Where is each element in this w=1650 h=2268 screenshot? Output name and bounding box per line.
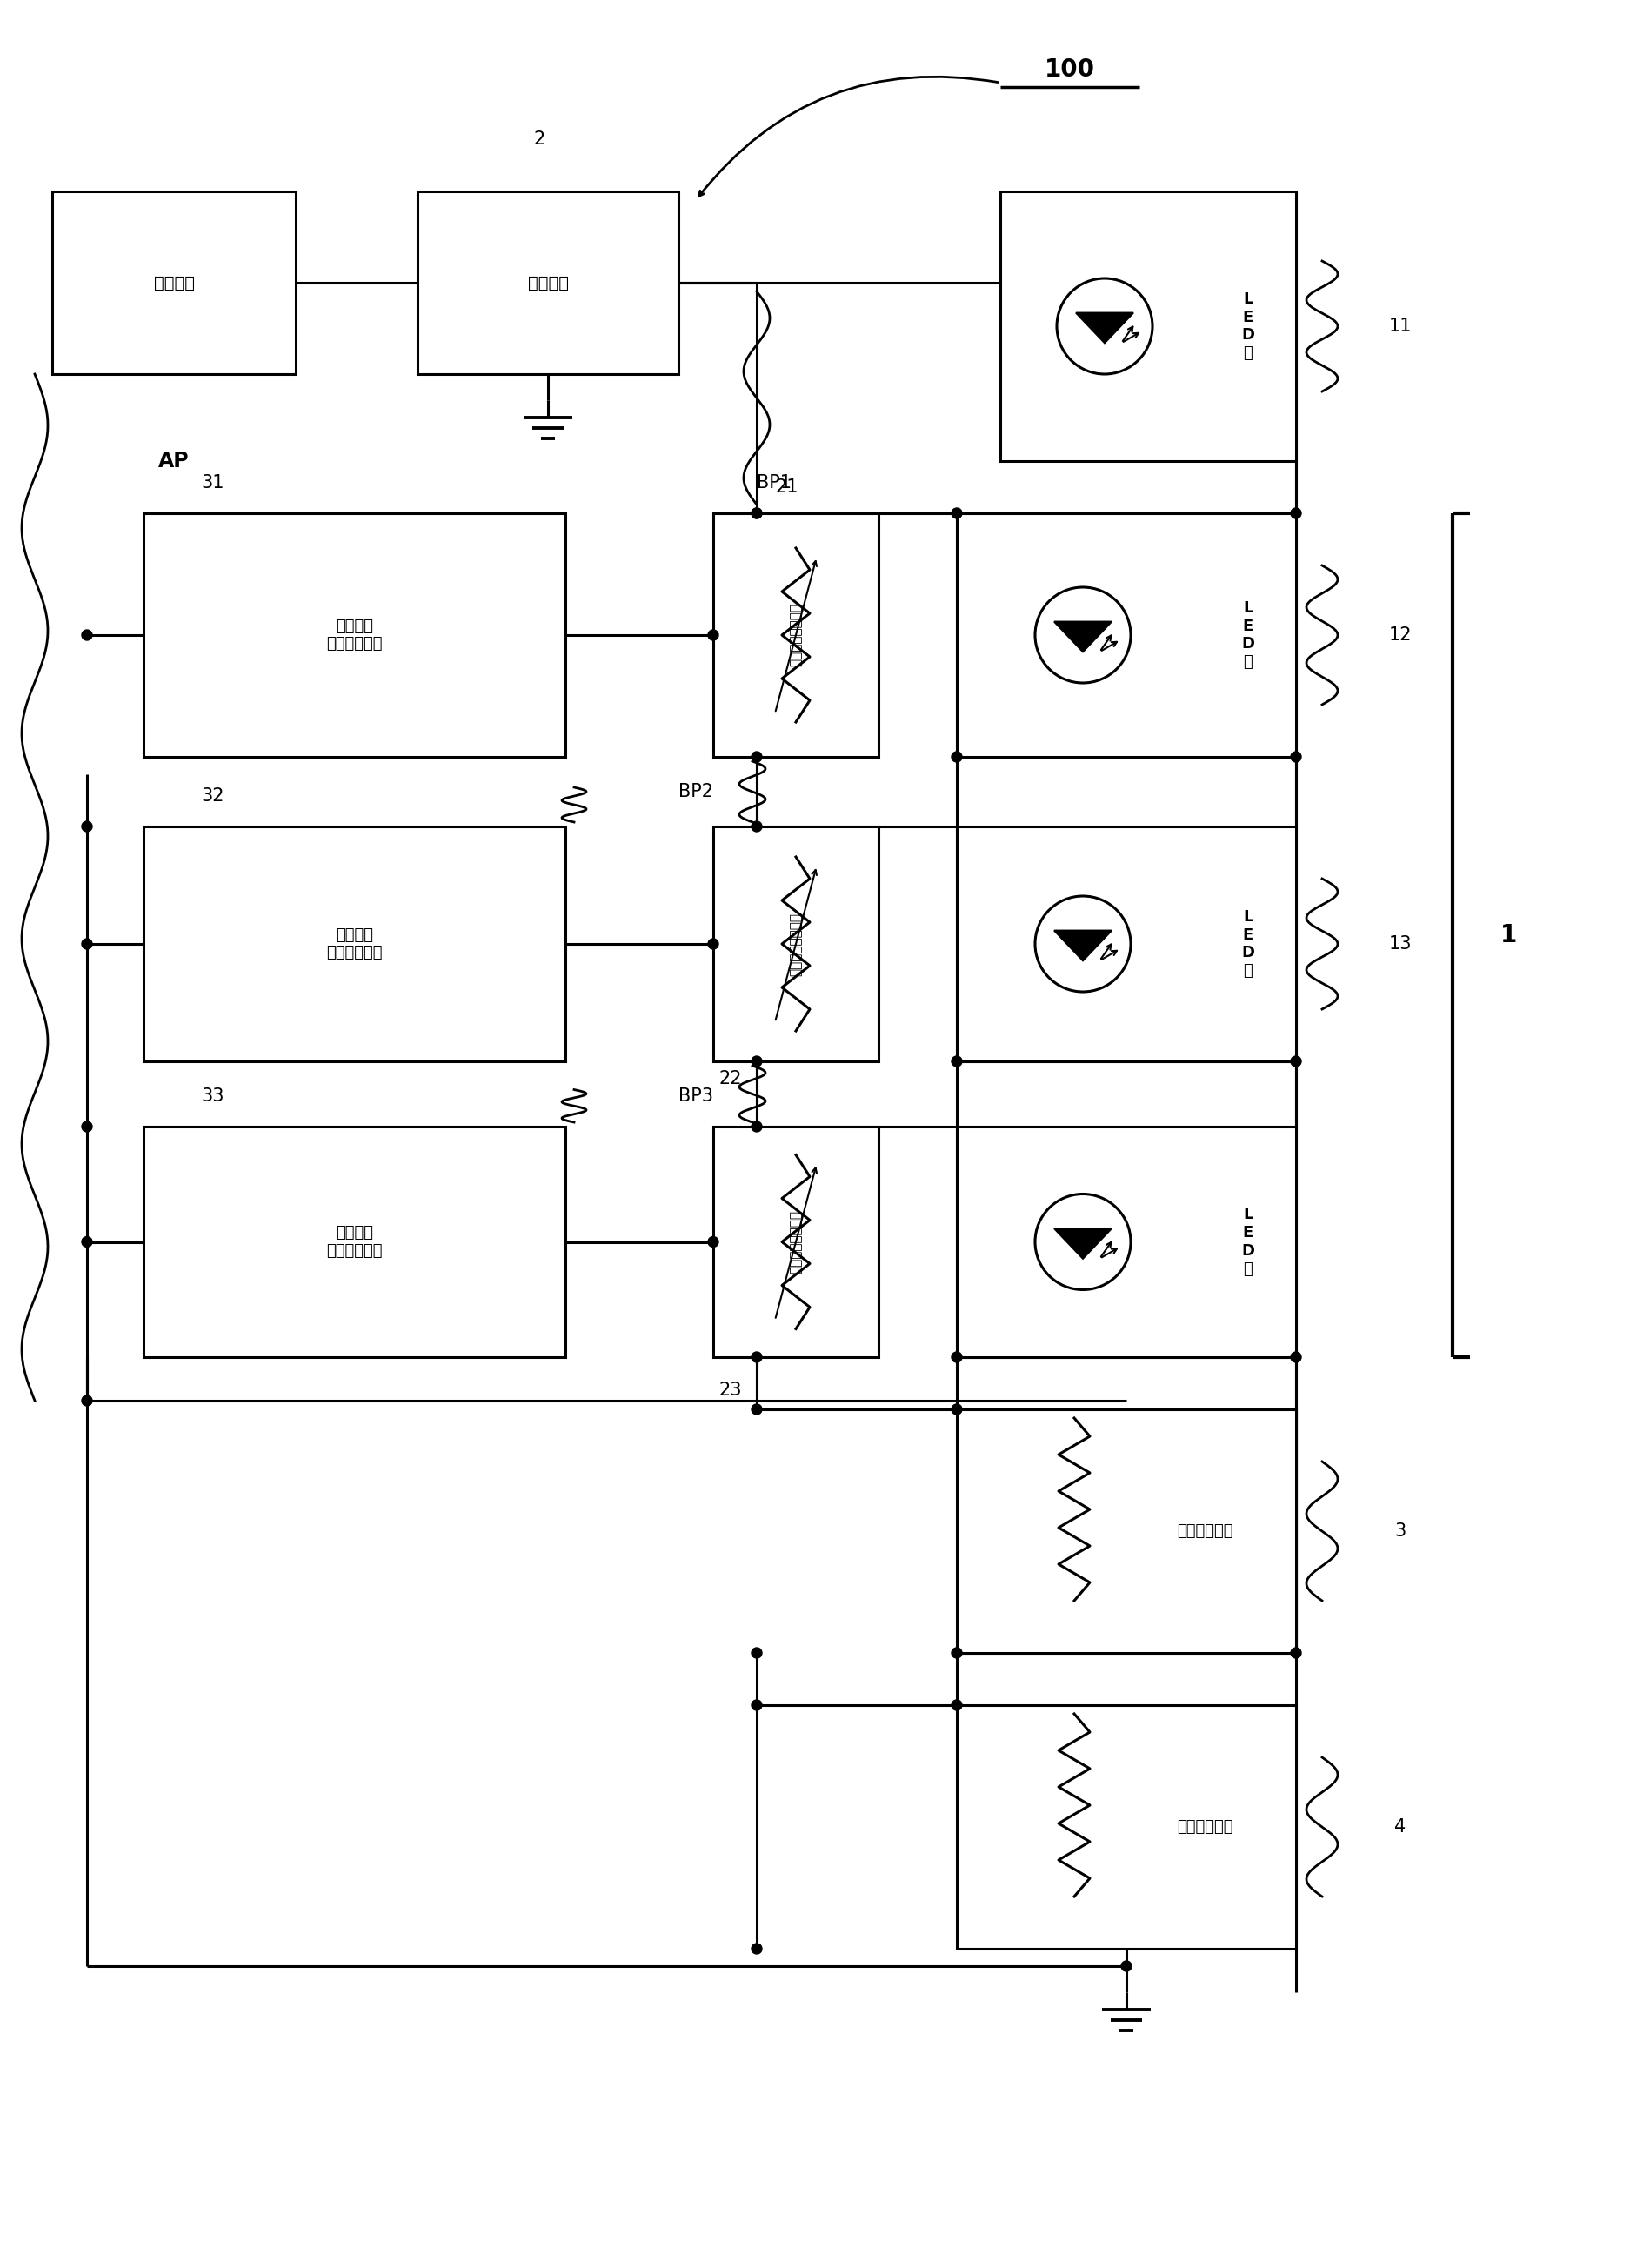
- Circle shape: [751, 1352, 762, 1363]
- Bar: [144, 826, 566, 1061]
- Text: 32: 32: [201, 787, 224, 805]
- Text: 22: 22: [719, 1070, 742, 1086]
- Text: L
E
D
组: L E D 组: [1242, 290, 1254, 361]
- Circle shape: [82, 1395, 92, 1406]
- Text: 电流限制单元: 电流限制单元: [1176, 1524, 1233, 1540]
- Bar: [713, 826, 878, 1061]
- Text: 第一电流控制单元: 第一电流控制单元: [789, 603, 802, 667]
- Circle shape: [751, 508, 762, 519]
- Text: 23: 23: [719, 1381, 742, 1399]
- Circle shape: [82, 939, 92, 948]
- Text: 第二电流控制单元: 第二电流控制单元: [789, 912, 802, 975]
- Circle shape: [952, 1649, 962, 1658]
- Bar: [53, 191, 295, 374]
- Circle shape: [82, 1236, 92, 1247]
- Text: L
E
D
组: L E D 组: [1242, 909, 1254, 980]
- Bar: [713, 1127, 878, 1356]
- Bar: [1000, 191, 1295, 460]
- Text: 1: 1: [1502, 923, 1518, 948]
- Text: 整流电路: 整流电路: [528, 274, 568, 290]
- Circle shape: [751, 751, 762, 762]
- Bar: [417, 191, 678, 374]
- Polygon shape: [1076, 313, 1134, 342]
- Text: 第三电流控制单元: 第三电流控制单元: [789, 1211, 802, 1275]
- Text: 31: 31: [201, 474, 224, 492]
- Circle shape: [708, 1236, 718, 1247]
- Text: L
E
D
组: L E D 组: [1242, 1207, 1254, 1277]
- Circle shape: [1290, 1649, 1302, 1658]
- Circle shape: [82, 821, 92, 832]
- Text: 第一电流
检测控制单元: 第一电流 检测控制单元: [327, 619, 383, 651]
- Circle shape: [82, 631, 92, 640]
- Text: 电流检测单元: 电流检测单元: [1176, 1819, 1233, 1835]
- Text: 4: 4: [1394, 1819, 1406, 1835]
- Circle shape: [952, 1352, 962, 1363]
- Circle shape: [952, 1701, 962, 1710]
- Circle shape: [1290, 751, 1302, 762]
- Bar: [144, 513, 566, 758]
- Circle shape: [82, 1120, 92, 1132]
- Circle shape: [952, 1057, 962, 1066]
- Bar: [957, 1408, 1295, 1653]
- Bar: [957, 1127, 1295, 1356]
- Circle shape: [751, 1944, 762, 1955]
- Polygon shape: [1054, 930, 1112, 962]
- Circle shape: [1290, 1057, 1302, 1066]
- Bar: [713, 513, 878, 758]
- Text: BP1: BP1: [757, 474, 792, 492]
- Circle shape: [751, 1120, 762, 1132]
- Text: 21: 21: [775, 479, 799, 497]
- Circle shape: [708, 631, 718, 640]
- Text: 33: 33: [201, 1086, 224, 1105]
- Circle shape: [751, 1649, 762, 1658]
- Circle shape: [751, 508, 762, 519]
- Polygon shape: [1054, 621, 1112, 651]
- Text: AP: AP: [158, 451, 190, 472]
- Text: BP2: BP2: [678, 782, 713, 801]
- Circle shape: [751, 821, 762, 832]
- Bar: [957, 513, 1295, 758]
- Text: 13: 13: [1389, 934, 1412, 953]
- Text: 交流电源: 交流电源: [153, 274, 195, 290]
- Circle shape: [708, 939, 718, 948]
- Text: 11: 11: [1389, 318, 1412, 336]
- Text: 12: 12: [1389, 626, 1412, 644]
- Text: 2: 2: [533, 132, 544, 147]
- Bar: [957, 826, 1295, 1061]
- Circle shape: [751, 1404, 762, 1415]
- Text: BP3: BP3: [678, 1086, 713, 1105]
- Bar: [144, 1127, 566, 1356]
- Circle shape: [952, 1404, 962, 1415]
- Text: 第三电流
检测控制单元: 第三电流 检测控制单元: [327, 1225, 383, 1259]
- Circle shape: [952, 751, 962, 762]
- Circle shape: [1290, 1352, 1302, 1363]
- Circle shape: [1290, 508, 1302, 519]
- Text: 100: 100: [1044, 57, 1096, 82]
- Text: 3: 3: [1394, 1522, 1406, 1540]
- Text: 第二电流
检测控制单元: 第二电流 检测控制单元: [327, 928, 383, 962]
- Circle shape: [751, 1057, 762, 1066]
- Circle shape: [1120, 1962, 1132, 1971]
- Circle shape: [751, 1701, 762, 1710]
- Circle shape: [952, 508, 962, 519]
- Bar: [957, 1706, 1295, 1948]
- Polygon shape: [1054, 1229, 1112, 1259]
- Text: L
E
D
组: L E D 组: [1242, 601, 1254, 669]
